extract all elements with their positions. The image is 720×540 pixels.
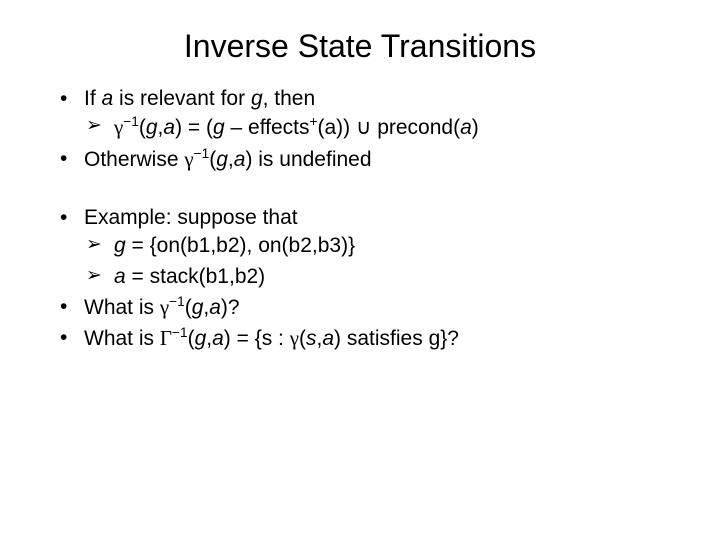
bullet-list: If a is relevant for g, then γ−1(g,a) = … [56, 85, 680, 174]
bullet-1-sub: γ−1(g,a) = (g – effects+(a)) ∪ precond(a… [84, 113, 680, 142]
bullet-3-sub-1: g = {on(b1,b2), on(b2,b3)} [84, 232, 680, 260]
slide-title: Inverse State Transitions [0, 0, 720, 85]
bullet-1: If a is relevant for g, then γ−1(g,a) = … [56, 85, 680, 143]
bullet-3-sub-2: a = stack(b1,b2) [84, 263, 680, 291]
slide: Inverse State Transitions If a is releva… [0, 0, 720, 540]
bullet-5: What is Γ−1(g,a) = {s : γ(s,a) satisfies… [56, 324, 680, 353]
bullet-list-2: Example: suppose that g = {on(b1,b2), on… [56, 204, 680, 354]
bullet-4: What is γ−1(g,a)? [56, 293, 680, 322]
bullet-3-text: Example: suppose that [84, 206, 298, 229]
spacer [56, 176, 680, 204]
bullet-3-sub: g = {on(b1,b2), on(b2,b3)} a = stack(b1,… [84, 232, 680, 291]
bullet-1-sub-1: γ−1(g,a) = (g – effects+(a)) ∪ precond(a… [84, 113, 680, 142]
bullet-3: Example: suppose that g = {on(b1,b2), on… [56, 204, 680, 291]
slide-content: If a is relevant for g, then γ−1(g,a) = … [0, 85, 720, 354]
bullet-1-text: If a is relevant for g, then [84, 87, 315, 110]
bullet-2: Otherwise γ−1(g,a) is undefined [56, 145, 680, 174]
